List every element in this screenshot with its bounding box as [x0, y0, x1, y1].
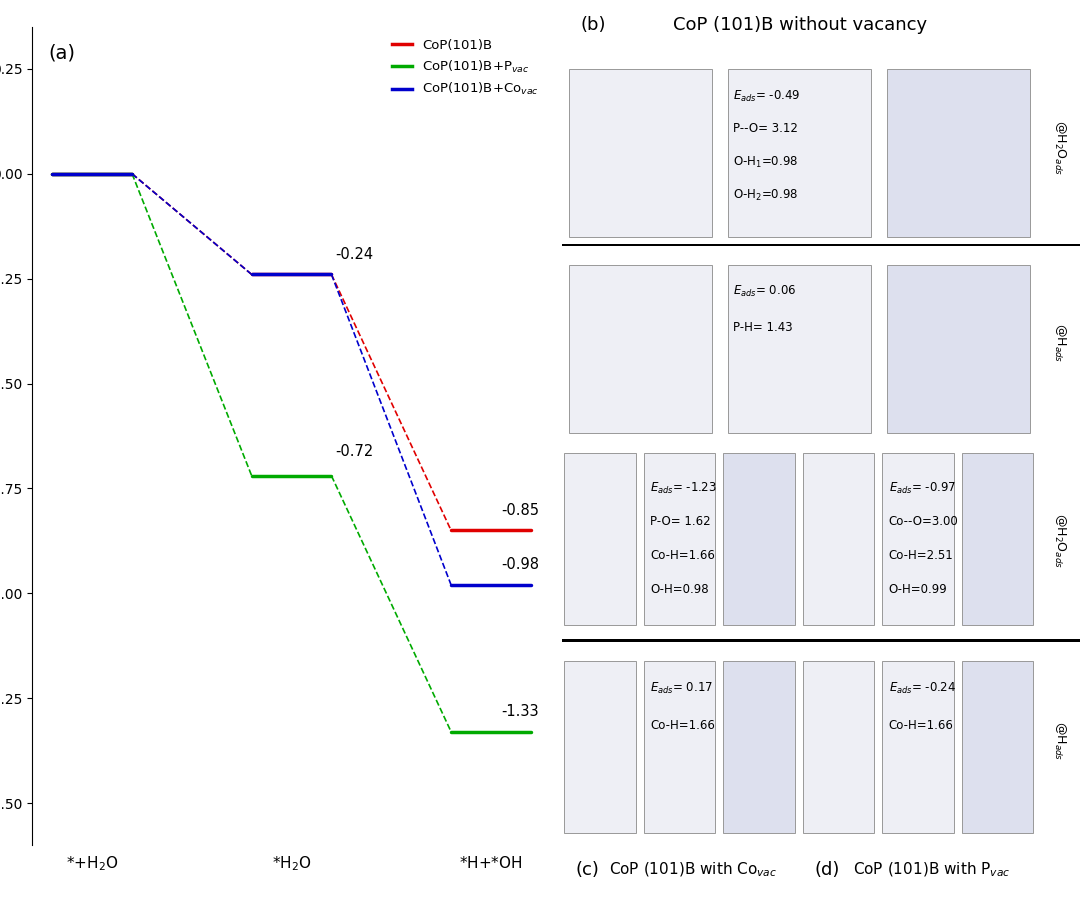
- Text: Co--O=3.00: Co--O=3.00: [889, 514, 958, 528]
- Text: Co-H=1.66: Co-H=1.66: [650, 718, 715, 732]
- Text: -0.24: -0.24: [336, 247, 374, 262]
- Text: P--O= 3.12: P--O= 3.12: [733, 121, 798, 135]
- FancyBboxPatch shape: [562, 244, 1039, 246]
- Text: -0.98: -0.98: [501, 557, 539, 573]
- Text: $E_{ads}$= 0.17: $E_{ads}$= 0.17: [650, 681, 713, 696]
- Text: Co-H=2.51: Co-H=2.51: [889, 548, 954, 562]
- FancyBboxPatch shape: [569, 69, 712, 237]
- FancyBboxPatch shape: [728, 69, 872, 237]
- Text: -0.85: -0.85: [501, 503, 539, 518]
- FancyBboxPatch shape: [882, 452, 954, 625]
- Text: $E_{ads}$= -0.24: $E_{ads}$= -0.24: [889, 681, 956, 696]
- FancyBboxPatch shape: [728, 264, 872, 432]
- FancyBboxPatch shape: [802, 452, 875, 625]
- Text: $E_{ads}$= -0.97: $E_{ads}$= -0.97: [889, 480, 956, 495]
- Text: P-O= 1.62: P-O= 1.62: [650, 514, 711, 528]
- Text: O-H=0.99: O-H=0.99: [889, 583, 947, 595]
- Text: O-H=0.98: O-H=0.98: [650, 583, 708, 595]
- FancyBboxPatch shape: [800, 639, 1039, 642]
- Text: (d): (d): [814, 860, 840, 879]
- Text: @H$_{ads}$: @H$_{ads}$: [1052, 323, 1067, 362]
- Text: @H$_2$O$_{ads}$: @H$_2$O$_{ads}$: [1052, 120, 1067, 174]
- FancyBboxPatch shape: [962, 452, 1034, 625]
- Text: CoP (101)B without vacancy: CoP (101)B without vacancy: [673, 15, 928, 34]
- FancyBboxPatch shape: [562, 639, 800, 642]
- Text: P-H= 1.43: P-H= 1.43: [733, 321, 793, 334]
- Text: (c): (c): [576, 860, 599, 879]
- Text: $E_{ads}$= 0.06: $E_{ads}$= 0.06: [733, 284, 797, 299]
- Text: @H$_{ads}$: @H$_{ads}$: [1052, 721, 1067, 761]
- FancyBboxPatch shape: [1039, 639, 1080, 642]
- FancyBboxPatch shape: [882, 661, 954, 832]
- Text: CoP (101)B with P$_{vac}$: CoP (101)B with P$_{vac}$: [853, 860, 1010, 879]
- FancyBboxPatch shape: [564, 452, 636, 625]
- FancyBboxPatch shape: [802, 661, 875, 832]
- Text: -1.33: -1.33: [501, 704, 539, 719]
- Text: Co-H=1.66: Co-H=1.66: [889, 718, 954, 732]
- Text: CoP (101)B with Co$_{vac}$: CoP (101)B with Co$_{vac}$: [609, 860, 777, 879]
- FancyBboxPatch shape: [564, 661, 636, 832]
- FancyBboxPatch shape: [1039, 244, 1080, 246]
- FancyBboxPatch shape: [887, 69, 1030, 237]
- FancyBboxPatch shape: [887, 264, 1030, 432]
- Text: Co-H=1.66: Co-H=1.66: [650, 548, 715, 562]
- FancyBboxPatch shape: [644, 452, 715, 625]
- Text: $E_{ads}$= -1.23: $E_{ads}$= -1.23: [650, 480, 717, 495]
- Text: (b): (b): [581, 15, 606, 34]
- FancyBboxPatch shape: [569, 264, 712, 432]
- Text: O-H$_2$=0.98: O-H$_2$=0.98: [733, 188, 798, 203]
- Text: -0.72: -0.72: [336, 444, 374, 459]
- FancyBboxPatch shape: [724, 661, 795, 832]
- Text: @H$_2$O$_{ads}$: @H$_2$O$_{ads}$: [1052, 513, 1067, 568]
- Text: (a): (a): [48, 43, 75, 62]
- FancyBboxPatch shape: [962, 661, 1034, 832]
- Text: O-H$_1$=0.98: O-H$_1$=0.98: [733, 155, 798, 170]
- Text: $E_{ads}$= -0.49: $E_{ads}$= -0.49: [733, 88, 801, 103]
- FancyBboxPatch shape: [644, 661, 715, 832]
- FancyBboxPatch shape: [724, 452, 795, 625]
- Legend: CoP(101)B, CoP(101)B+P$_{vac}$, CoP(101)B+Co$_{vac}$: CoP(101)B, CoP(101)B+P$_{vac}$, CoP(101)…: [387, 33, 544, 102]
